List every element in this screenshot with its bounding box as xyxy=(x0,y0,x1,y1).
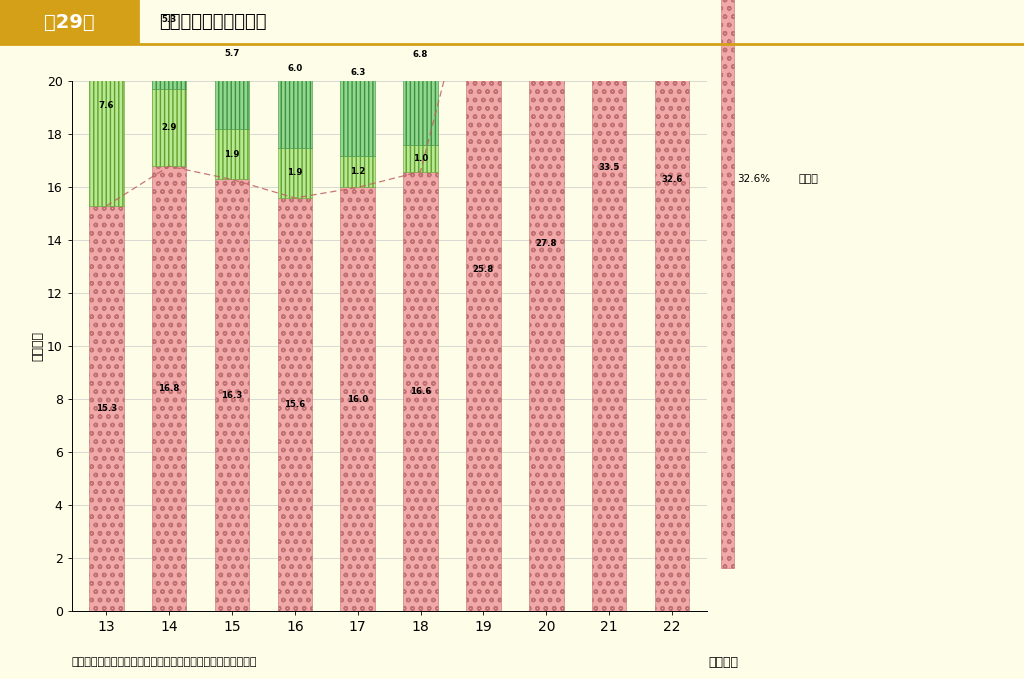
Y-axis label: （兆円）: （兆円） xyxy=(31,331,44,361)
Bar xyxy=(89,5,124,206)
Bar xyxy=(278,148,312,198)
Text: 16.0: 16.0 xyxy=(347,394,369,404)
Bar xyxy=(403,0,438,145)
Text: 1.0: 1.0 xyxy=(413,153,428,163)
Bar xyxy=(152,0,186,90)
Text: 33.5: 33.5 xyxy=(598,163,620,172)
Bar xyxy=(403,172,438,611)
Bar xyxy=(215,179,249,611)
Text: 6.0: 6.0 xyxy=(287,64,302,73)
Bar xyxy=(89,206,124,611)
Text: 1.9: 1.9 xyxy=(287,168,302,177)
Text: 15.6: 15.6 xyxy=(285,400,305,409)
Bar xyxy=(278,198,312,611)
Text: 第29図: 第29図 xyxy=(44,13,95,31)
Bar xyxy=(340,155,375,187)
Text: 道府県税収入額の推移: 道府県税収入額の推移 xyxy=(159,13,266,31)
Bar xyxy=(466,0,501,611)
Text: 5.3: 5.3 xyxy=(162,15,177,24)
Text: 個人分: 個人分 xyxy=(799,175,818,185)
Text: 7.6: 7.6 xyxy=(98,100,114,110)
Text: 2.9: 2.9 xyxy=(162,124,177,132)
Bar xyxy=(592,0,627,611)
Text: 32.6: 32.6 xyxy=(662,175,683,184)
Bar xyxy=(340,0,375,155)
Text: 1.2: 1.2 xyxy=(350,167,366,176)
Text: 6.3: 6.3 xyxy=(350,68,366,77)
Bar xyxy=(278,0,312,148)
Bar xyxy=(152,90,186,166)
Bar xyxy=(89,0,124,5)
Bar xyxy=(529,0,563,611)
Bar xyxy=(215,129,249,179)
Bar xyxy=(215,0,249,129)
Text: 16.6: 16.6 xyxy=(410,387,431,396)
Text: 16.8: 16.8 xyxy=(159,384,180,393)
Bar xyxy=(152,166,186,611)
Text: （注）太字の数値は、事業税及び道府県民税の構成比である。: （注）太字の数値は、事業税及び道府県民税の構成比である。 xyxy=(72,657,257,667)
Bar xyxy=(340,187,375,611)
Text: 5.7: 5.7 xyxy=(224,49,240,58)
Bar xyxy=(403,145,438,172)
FancyBboxPatch shape xyxy=(0,0,138,44)
Text: 16.3: 16.3 xyxy=(221,391,243,400)
Text: 6.8: 6.8 xyxy=(413,50,428,60)
Bar xyxy=(654,0,689,611)
Text: 32.6%: 32.6% xyxy=(737,175,770,185)
Text: 1.9: 1.9 xyxy=(224,150,240,159)
Text: 27.8: 27.8 xyxy=(536,238,557,248)
Text: 15.3: 15.3 xyxy=(95,404,117,413)
Text: （年度）: （年度） xyxy=(709,656,738,669)
Text: 25.8: 25.8 xyxy=(473,265,494,274)
